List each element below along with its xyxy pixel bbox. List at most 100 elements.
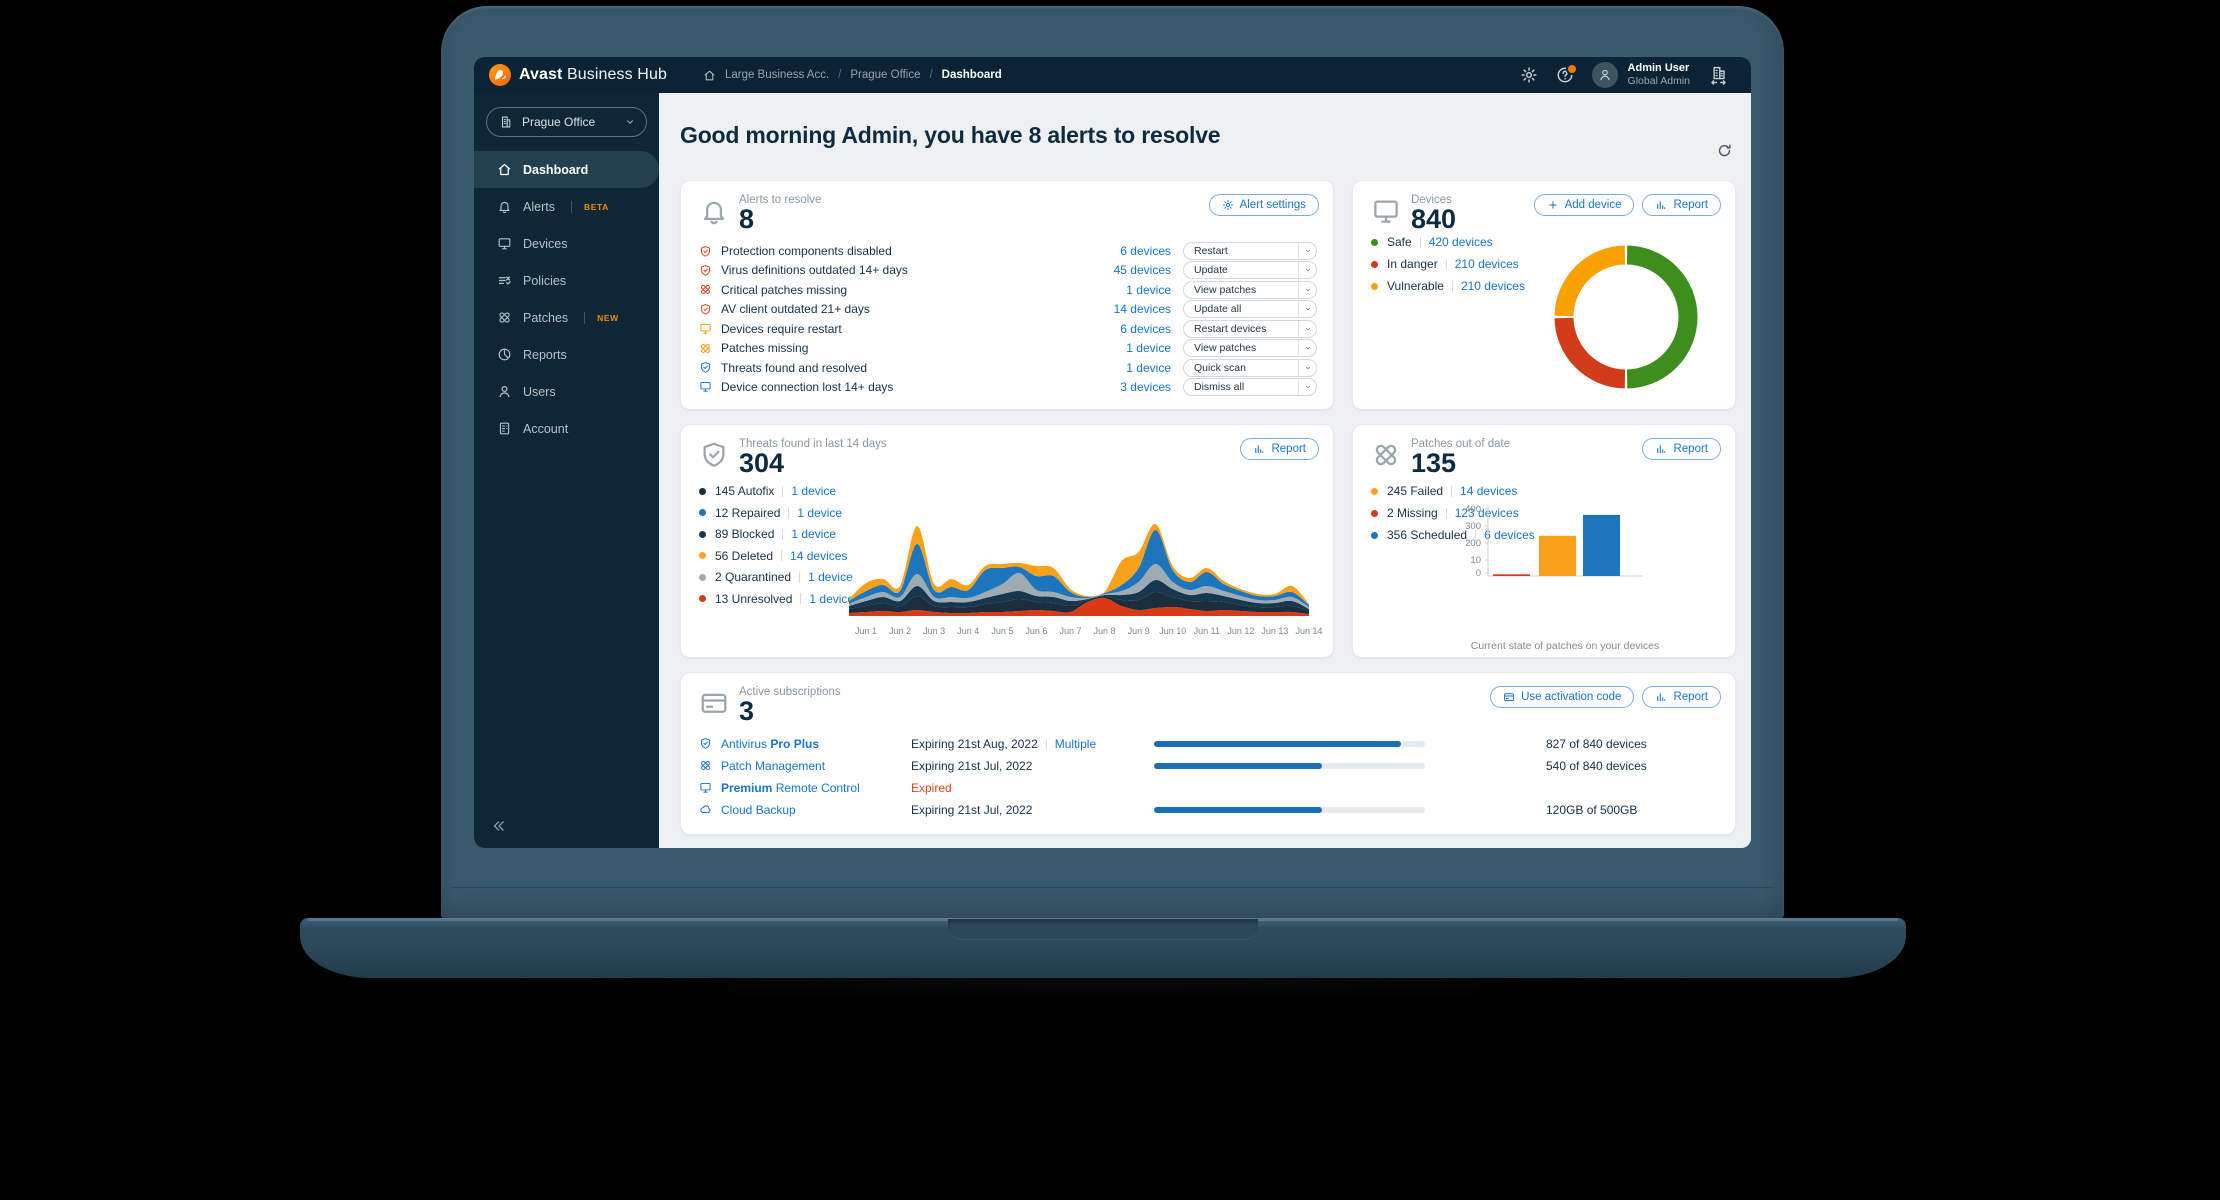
page-title: Good morning Admin, you have 8 alerts to… [680,122,1221,149]
help-icon[interactable] [1556,63,1578,84]
alert-devices-link[interactable]: 14 devices [1113,302,1171,317]
legend-devices-link[interactable]: 123 devices [1454,506,1519,520]
sidebar-item-badge: NEW [597,312,619,323]
alert-action-select[interactable]: Restart devices [1183,319,1317,338]
legend-devices-link[interactable]: 1 device [791,484,837,498]
breadcrumb-item[interactable]: Prague Office [850,69,921,81]
alert-devices-link[interactable]: 1 device [1126,360,1171,375]
legend-devices-link[interactable]: 1 device [791,527,837,541]
sidebar-item-account[interactable]: Account [474,410,659,447]
laptop-notch [948,919,1258,940]
alert-action-select[interactable]: Dismiss all [1183,377,1317,396]
svg-text:Current state of patches on yo: Current state of patches on your devices [1471,640,1660,652]
legend-devices-link[interactable]: 6 devices [1484,528,1535,542]
sidebar-item-label: Alerts [523,199,555,214]
breadcrumb-item[interactable]: Large Business Acc. [724,69,830,81]
sidebar-collapse-button[interactable] [490,817,508,835]
patches-legend-item: 2 Missing 123 devices [1371,506,1535,520]
org-switch-icon[interactable] [1708,65,1729,86]
legend-divider [1451,280,1453,292]
svg-text:200: 200 [1465,538,1481,549]
sidebar-item-users[interactable]: Users [474,373,659,410]
alert-devices-link[interactable]: 3 devices [1120,379,1171,394]
subscription-name-link[interactable]: Antivirus Pro Plus [721,737,820,751]
legend-devices-link[interactable]: 1 device [808,570,853,584]
subscriptions-report-button[interactable]: Report [1642,686,1721,708]
subscription-row: Patch Management Expiring 21st Jul, 2022 5… [699,755,1717,777]
alert-action-select[interactable]: Update [1183,261,1317,280]
gear-icon[interactable] [1520,66,1538,84]
legend-divider [1445,507,1447,519]
alert-devices-link[interactable]: 6 devices [1120,321,1171,336]
main-content: Good morning Admin, you have 8 alerts to… [659,93,1751,848]
legend-devices-link[interactable]: 1 device [797,505,843,520]
threats-card-title: Threats found in last 14 days [739,438,887,450]
svg-text:Jun 8: Jun 8 [1094,626,1116,636]
devices-legend-item: Vulnerable 210 devices [1371,279,1525,293]
subscription-name-link[interactable]: Patch Management [721,759,826,773]
threats-legend: 145 Autofix 1 device 12 Repaired 1 device 89… [699,484,854,606]
sidebar-item-patches[interactable]: Patches NEW [474,299,659,336]
legend-devices-link[interactable]: 210 devices [1460,279,1525,293]
legend-devices-link[interactable]: 14 devices [790,548,848,563]
subscription-progress-bar [1154,807,1425,813]
threats-report-button[interactable]: Report [1240,438,1319,460]
svg-text:Jun 13: Jun 13 [1261,626,1288,636]
sidebar-item-reports[interactable]: Reports [474,336,659,373]
subscription-progress-bar [1154,741,1425,747]
sidebar-item-alerts[interactable]: Alerts BETA [474,188,659,225]
threats-legend-item: 2 Quarantined 1 device [699,570,854,584]
svg-text:0: 0 [1476,568,1481,579]
subscription-name-link[interactable]: Cloud Backup [721,803,796,817]
home-icon[interactable] [703,69,716,82]
alert-label: Devices require restart [721,321,842,336]
patches-report-button[interactable]: Report [1642,438,1721,460]
user-menu[interactable]: Admin User Global Admin [1628,62,1690,88]
subscription-row: Antivirus Pro Plus Expiring 21st Aug, 202… [699,733,1717,755]
alert-devices-link[interactable]: 1 device [1126,341,1171,356]
subscription-name-link[interactable]: Premium Remote Control [721,781,860,795]
legend-devices-link[interactable]: 210 devices [1454,257,1519,271]
brand[interactable]: Avast Business Hub [489,64,667,86]
alert-devices-link[interactable]: 1 device [1126,282,1171,297]
legend-devices-link[interactable]: 420 devices [1428,235,1493,249]
legend-dot [1371,260,1378,268]
svg-text:Jun 11: Jun 11 [1194,626,1220,636]
sidebar-item-policies[interactable]: Policies [474,262,659,299]
shield-check-icon [699,245,712,258]
avatar[interactable] [1591,62,1618,88]
user-role: Global Admin [1627,75,1690,88]
chevron-down-icon [1298,243,1316,259]
laptop-lid: Avast Business Hub Large Business Acc. / P… [441,6,1784,920]
alert-action-value: Restart [1194,245,1228,257]
legend-devices-link[interactable]: 1 device [809,591,855,606]
alert-settings-button[interactable]: Alert settings [1208,194,1319,216]
alert-action-select[interactable]: View patches [1183,339,1317,358]
use-activation-code-button[interactable]: Use activation code [1490,686,1635,708]
legend-dot [1371,282,1378,290]
legend-divider [1451,485,1453,497]
alert-action-select[interactable]: Restart [1183,242,1317,260]
alert-action-select[interactable]: Quick scan [1183,358,1317,377]
alert-devices-link[interactable]: 6 devices [1120,244,1171,258]
breadcrumb-separator: / [838,69,842,81]
subscriptions-count: 3 [739,696,755,726]
alert-action-value: Restart devices [1194,322,1267,335]
add-device-button[interactable]: Add device [1533,194,1635,216]
alert-devices-link[interactable]: 45 devices [1113,263,1171,278]
devices-report-button[interactable]: Report [1642,194,1721,216]
alert-action-value: Dismiss all [1194,380,1245,393]
sidebar-item-devices[interactable]: Devices [474,225,659,262]
threats-count: 304 [739,448,785,478]
alerts-list: Protection components disabled 6 devices R… [699,242,1317,396]
badge-divider [570,200,572,213]
org-selector[interactable]: Prague Office [486,107,647,137]
svg-text:400: 400 [1465,504,1481,515]
subscription-multiple-link[interactable]: Multiple [1054,737,1097,751]
alert-action-select[interactable]: View patches [1183,280,1317,299]
legend-devices-link[interactable]: 14 devices [1460,484,1518,498]
alert-action-select[interactable]: Update all [1183,300,1317,319]
svg-text:Jun 2: Jun 2 [889,626,911,636]
sidebar-item-dashboard[interactable]: Dashboard [474,151,659,188]
refresh-button[interactable] [1716,142,1733,159]
